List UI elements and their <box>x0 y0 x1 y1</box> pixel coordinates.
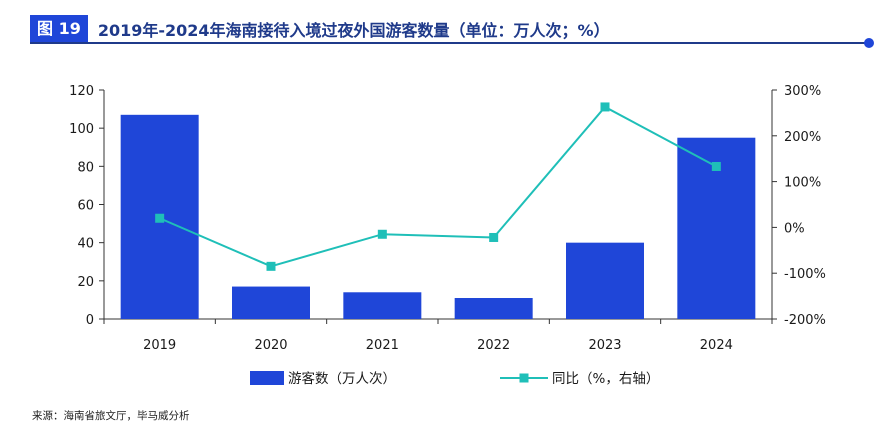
yoy-line <box>159 105 717 268</box>
y-tick-label: 60 <box>77 199 94 214</box>
y2-tick-label: 100% <box>784 176 821 191</box>
yoy-point <box>600 102 610 112</box>
yoy-point <box>155 213 165 223</box>
legend-line-label: 同比（%，右轴） <box>552 371 659 387</box>
x-tick-label: 2020 <box>254 338 287 353</box>
y2-tick-label: -200% <box>784 313 826 328</box>
bar <box>566 242 644 319</box>
x-tick-label: 2019 <box>143 338 176 353</box>
x-tick-label: 2023 <box>588 338 621 353</box>
legend-bar-label: 游客数（万人次） <box>288 370 396 387</box>
y2-tick-label: -100% <box>784 267 826 282</box>
title-underline <box>30 42 868 44</box>
y-tick-label: 0 <box>86 313 94 328</box>
y-tick-label: 80 <box>77 160 94 175</box>
y2-tick-label: 0% <box>784 221 805 236</box>
y2-tick-label: 300% <box>784 84 821 99</box>
yoy-point <box>489 232 499 242</box>
y-tick-label: 120 <box>69 84 94 99</box>
x-tick-label: 2021 <box>366 338 399 353</box>
y-tick-label: 40 <box>77 237 94 252</box>
yoy-point <box>377 229 387 239</box>
x-tick-label: 2024 <box>700 338 733 353</box>
bar <box>343 292 422 319</box>
bar <box>232 286 310 319</box>
legend-bar-swatch <box>250 371 284 385</box>
figure-number-badge: 图 19 <box>30 15 88 43</box>
yoy-point <box>266 261 276 271</box>
y-tick-label: 100 <box>69 122 94 137</box>
figure-title: 2019年-2024年海南接待入境过夜外国游客数量（单位：万人次；%） <box>97 21 610 40</box>
source-note: 来源：海南省旅文厅，毕马威分析 <box>32 410 190 422</box>
y-tick-label: 20 <box>77 275 94 290</box>
yoy-point <box>711 161 721 171</box>
figure-title-bar: 图 19 2019年-2024年海南接待入境过夜外国游客数量（单位：万人次；%） <box>30 14 610 44</box>
chart: 0 20 40 60 80 100 120 -200% -100% 0% 100% 200% 300% 2… <box>69 84 826 387</box>
bar <box>454 298 533 319</box>
legend-line-marker <box>519 373 529 383</box>
x-tick-label: 2022 <box>477 338 510 353</box>
title-underline-dot <box>864 38 874 48</box>
y2-tick-label: 200% <box>784 130 821 145</box>
